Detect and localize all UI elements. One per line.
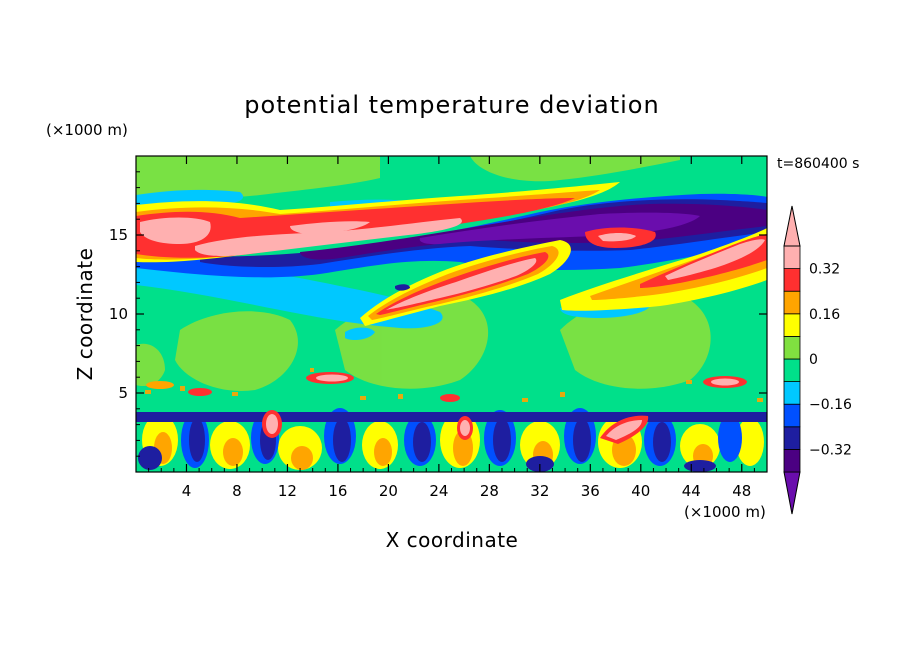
y-tick-label: 15 (109, 226, 128, 244)
bl-navy (136, 412, 767, 472)
rising-warm-tongue (360, 228, 767, 326)
boundary-layer (136, 368, 767, 472)
colorbar-tick-label: −0.16 (809, 397, 852, 413)
colorbar-bin (783, 426, 801, 450)
x-axis: 4 8 12 16 20 24 28 32 36 40 44 48 (148, 156, 755, 500)
colorbar-bin (783, 381, 801, 405)
colorbar-tick-label: 0.16 (809, 307, 840, 323)
colorbar-max-arrow (783, 205, 801, 247)
x-tick-label: 12 (278, 482, 297, 500)
x-unit-label: (×1000 m) (684, 503, 766, 521)
x-tick-label: 48 (732, 482, 751, 500)
x-tick-label: 32 (530, 482, 549, 500)
x-tick-label: 36 (581, 482, 600, 500)
colorbar-bin (783, 403, 801, 428)
x-tick-label: 8 (232, 482, 242, 500)
colorbar-bin (783, 335, 801, 360)
x-tick-label: 40 (631, 482, 650, 500)
upper-warm-band (136, 182, 656, 263)
x-tick-label: 28 (480, 482, 499, 500)
mid-level-patches (345, 284, 410, 340)
y-axis: 5 10 15 (109, 171, 767, 457)
bl-sparse-cells (145, 368, 763, 402)
x-tick-label: 16 (328, 482, 347, 500)
bl-pink (146, 372, 747, 444)
x-tick-label: 20 (379, 482, 398, 500)
field-light-green (136, 156, 711, 391)
chart-title: potential temperature deviation (244, 91, 659, 119)
colorbar-bin (783, 290, 801, 315)
colorbar-tick-label: 0 (809, 352, 818, 368)
colorbar-bin (783, 448, 801, 473)
colorbar-tick-label: −0.32 (809, 442, 852, 458)
colorbar-bin (783, 268, 801, 292)
x-tick-label: 24 (429, 482, 448, 500)
y-axis-label: Z coordinate (73, 248, 97, 381)
colorbar-bin (783, 245, 801, 270)
colorbar-tick-label: 0.32 (809, 262, 840, 278)
x-tick-label: 44 (682, 482, 701, 500)
plot-area (136, 156, 767, 472)
time-label: t=860400 s (777, 156, 859, 172)
y-tick-label: 5 (118, 384, 128, 402)
colorbar: 0.32 0.16 0 −0.16 −0.32 (783, 205, 852, 515)
x-axis-label: X coordinate (386, 528, 519, 552)
colorbar-bin (783, 358, 801, 383)
y-tick-label: 10 (109, 305, 128, 323)
colorbar-bin (783, 313, 801, 337)
y-unit-label: (×1000 m) (46, 121, 128, 139)
colorbar-min-arrow (783, 471, 801, 515)
x-tick-label: 4 (182, 482, 192, 500)
